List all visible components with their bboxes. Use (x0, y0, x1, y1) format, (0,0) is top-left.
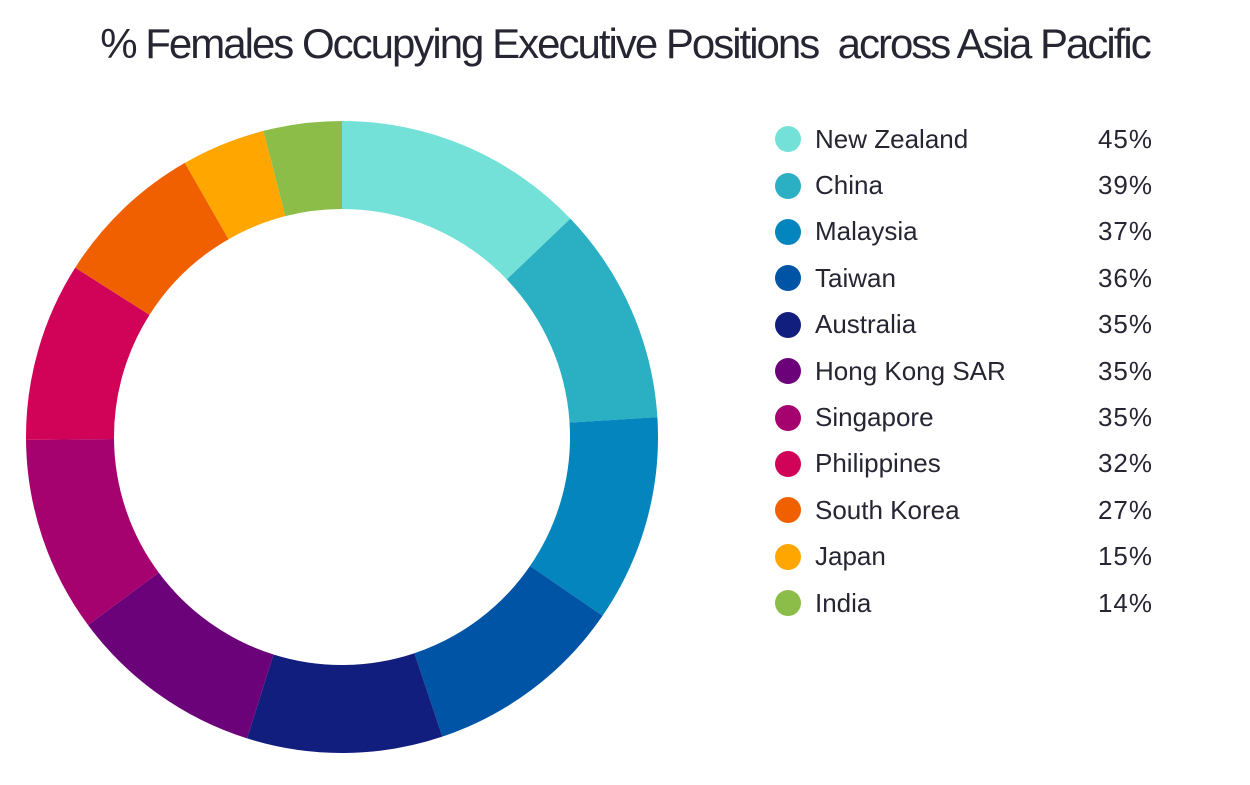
legend-item: Philippines 32% (775, 441, 1165, 487)
legend-swatch-icon (775, 543, 801, 570)
legend-item: New Zealand 45% (775, 116, 1165, 162)
legend-swatch-icon (775, 497, 801, 524)
legend-label: Philippines (815, 448, 941, 479)
legend-swatch-icon (775, 126, 801, 153)
legend-label: China (815, 170, 883, 201)
legend-item: South Korea 27% (775, 487, 1165, 533)
legend-item: Taiwan 36% (775, 255, 1165, 301)
legend-label: Hong Kong SAR (815, 355, 1006, 386)
legend-value: 45% (1097, 123, 1153, 154)
legend-value: 35% (1097, 309, 1153, 340)
legend-swatch-icon (775, 450, 801, 477)
donut-slice-malaysia (529, 417, 659, 616)
donut-chart (26, 121, 659, 753)
donut-slice-hong-kong-sar (88, 572, 274, 739)
donut-slice-philippines (26, 267, 150, 440)
donut-slice-singapore (26, 439, 159, 626)
legend-value: 32% (1097, 448, 1153, 479)
legend-swatch-icon (775, 265, 801, 292)
donut-slice-new-zealand (342, 121, 571, 280)
legend-item: India 14% (775, 580, 1165, 626)
legend-value: 15% (1097, 541, 1153, 572)
donut-slice-south-korea (75, 162, 229, 315)
legend-item: China 39% (775, 162, 1165, 208)
legend-value: 37% (1097, 216, 1153, 247)
legend-value: 36% (1097, 262, 1153, 293)
chart-title: % Females Occupying Executive Positions … (100, 20, 1151, 67)
legend-value: 27% (1097, 494, 1153, 525)
donut-slice-australia (247, 653, 443, 753)
legend-item: Singapore 35% (775, 394, 1165, 440)
donut-slice-japan (184, 130, 286, 240)
legend-label: Singapore (815, 402, 934, 433)
legend-label: Taiwan (815, 262, 896, 293)
legend-item: Malaysia 37% (775, 209, 1165, 255)
donut-slice-taiwan (414, 566, 603, 737)
donut-slice-china (506, 218, 658, 423)
legend-swatch-icon (775, 404, 801, 431)
legend-value: 35% (1097, 355, 1153, 386)
legend-label: India (815, 587, 872, 618)
legend: New Zealand 45% China 39% Malaysia 37% Taiw… (775, 116, 1165, 626)
donut-slice-india (263, 121, 342, 217)
legend-swatch-icon (775, 311, 801, 338)
legend-value: 14% (1097, 587, 1153, 618)
legend-swatch-icon (775, 218, 801, 245)
legend-label: Australia (815, 309, 917, 340)
legend-item: Hong Kong SAR 35% (775, 348, 1165, 394)
legend-value: 35% (1097, 402, 1153, 433)
legend-label: Japan (815, 541, 886, 572)
legend-swatch-icon (775, 172, 801, 199)
donut-slices (26, 121, 659, 753)
legend-label: South Korea (815, 494, 960, 525)
legend-item: Japan 15% (775, 534, 1165, 580)
legend-item: Australia 35% (775, 302, 1165, 348)
legend-swatch-icon (775, 358, 801, 385)
legend-swatch-icon (775, 590, 801, 617)
legend-label: Malaysia (815, 216, 918, 247)
legend-label: New Zealand (815, 123, 969, 154)
legend-value: 39% (1097, 170, 1153, 201)
